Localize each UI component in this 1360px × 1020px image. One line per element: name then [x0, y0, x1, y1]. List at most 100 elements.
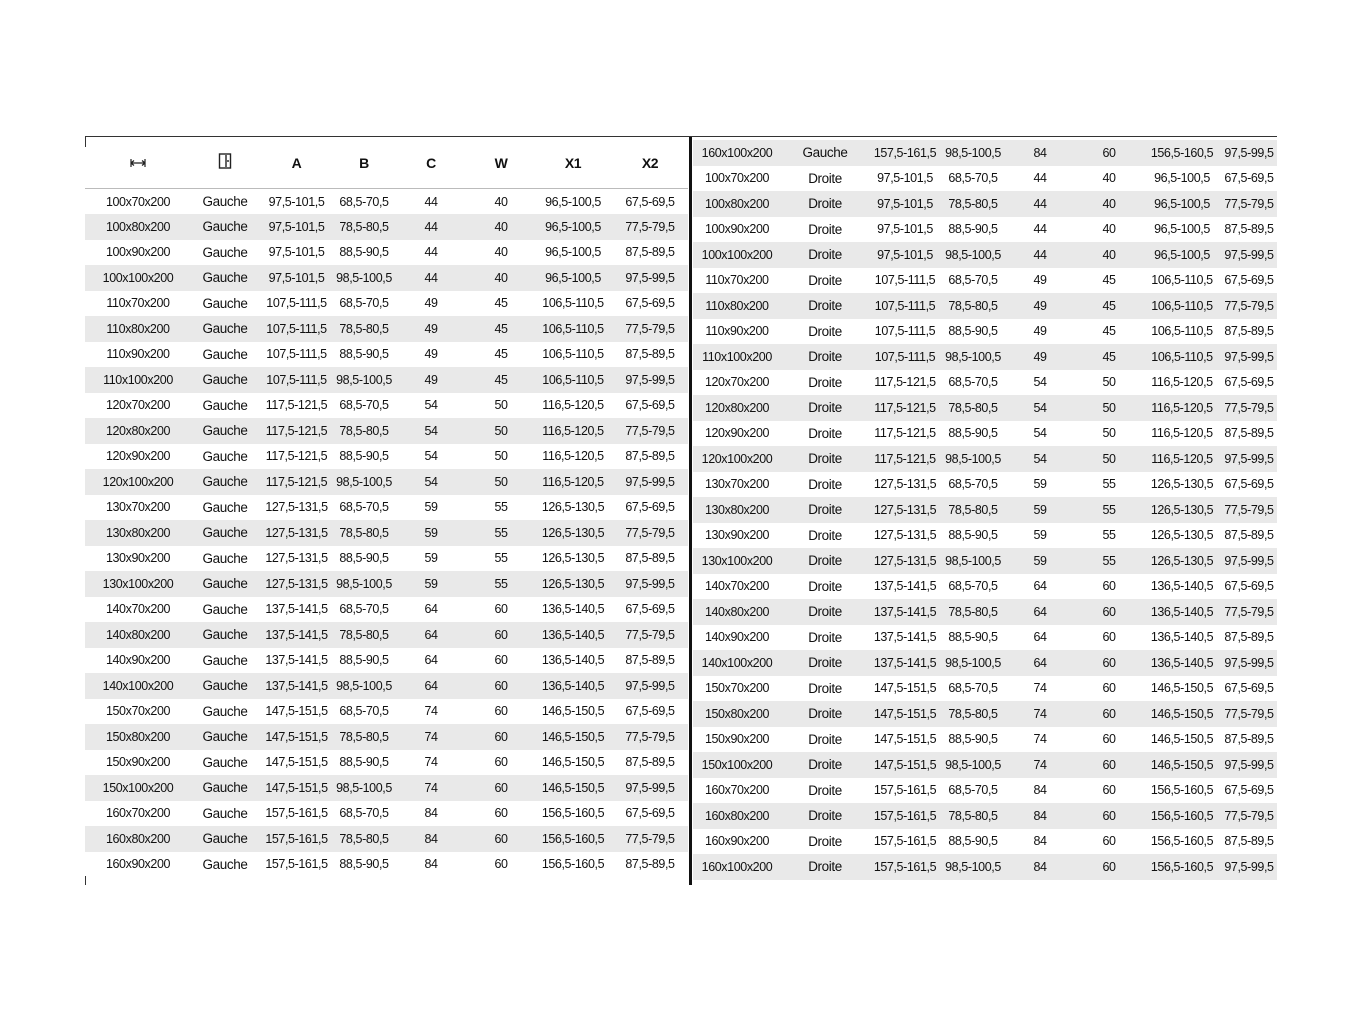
cell-c: 64	[424, 653, 438, 668]
table-row: 120x90x200 Droite 117,5-121,5 88,5-90,5 54 50…	[693, 421, 1277, 447]
cell-c: 64	[424, 602, 438, 617]
cell-w: 40	[468, 265, 534, 291]
cell-size: 160x90x200	[105, 857, 171, 872]
cell-side: Droite	[781, 446, 869, 472]
table-row: 150x80x200 Droite 147,5-151,5 78,5-80,5 74 60…	[693, 701, 1277, 727]
cell-x1: 146,5-150,5	[1150, 732, 1214, 747]
cell-x1: 106,5-110,5	[542, 347, 604, 362]
cell-a: 147,5-151,5	[265, 704, 328, 719]
cell-c: 84	[1033, 783, 1047, 798]
cell-x1: 126,5-130,5	[1143, 548, 1221, 574]
cell-c: 54	[1033, 426, 1047, 441]
table-row: 100x100x200 Gauche 97,5-101,5 98,5-100,5 44 4…	[85, 265, 688, 291]
cell-c: 54	[1033, 375, 1047, 390]
cell-x1: 136,5-140,5	[541, 653, 605, 668]
cell-x2: 97,5-99,5	[1221, 242, 1277, 268]
cell-x1: 136,5-140,5	[534, 622, 612, 648]
cell-w: 60	[1075, 701, 1143, 727]
cell-x1: 146,5-150,5	[534, 724, 612, 750]
cell-x1: 126,5-130,5	[1150, 477, 1214, 492]
cell-side: Gauche	[191, 571, 259, 597]
cell-size: 150x90x200	[105, 755, 171, 770]
cell-size: 110x100x200	[693, 344, 781, 370]
cell-x1: 126,5-130,5	[1150, 528, 1214, 543]
cell-w: 50	[1102, 426, 1116, 441]
cell-x1: 106,5-110,5	[534, 316, 612, 342]
cell-x1: 156,5-160,5	[1143, 803, 1221, 829]
cell-x2: 67,5-69,5	[1224, 477, 1274, 492]
cell-x1: 106,5-110,5	[1151, 273, 1213, 288]
cell-x2: 77,5-79,5	[1221, 395, 1277, 421]
cell-x2: 87,5-89,5	[1224, 222, 1274, 237]
cell-side: Gauche	[202, 499, 248, 515]
cell-x2: 77,5-79,5	[1221, 701, 1277, 727]
cell-side: Droite	[808, 578, 842, 594]
cell-x2: 87,5-89,5	[1224, 732, 1274, 747]
cell-size: 160x90x200	[704, 834, 770, 849]
cell-size: 100x70x200	[704, 171, 770, 186]
cell-a: 157,5-161,5	[869, 854, 941, 880]
cell-c: 59	[394, 520, 468, 546]
cell-size: 150x80x200	[693, 701, 781, 727]
cell-a: 147,5-151,5	[259, 724, 334, 750]
cell-a: 97,5-101,5	[259, 214, 334, 240]
cell-side: Gauche	[191, 724, 259, 750]
cell-a: 147,5-151,5	[869, 701, 941, 727]
cell-size: 140x70x200	[105, 602, 171, 617]
cell-size: 120x70x200	[704, 375, 770, 390]
cell-a: 117,5-121,5	[869, 395, 941, 421]
cell-x2: 87,5-89,5	[625, 347, 675, 362]
cell-a: 107,5-111,5	[266, 347, 327, 362]
table-row: 110x90x200 Droite 107,5-111,5 88,5-90,5 49 45…	[693, 319, 1277, 345]
cell-b: 78,5-80,5	[941, 701, 1005, 727]
cell-b: 68,5-70,5	[948, 375, 998, 390]
cell-side: Gauche	[191, 673, 259, 699]
cell-side: Gauche	[191, 520, 259, 546]
cell-side: Gauche	[202, 550, 248, 566]
cell-side: Gauche	[202, 652, 248, 668]
header-row: A B C W X1 X2	[85, 137, 688, 189]
cell-side: Droite	[808, 731, 842, 747]
cell-c: 44	[1005, 242, 1075, 268]
cell-x2: 97,5-99,5	[612, 673, 688, 699]
cell-a: 137,5-141,5	[265, 602, 328, 617]
cell-w: 60	[1075, 803, 1143, 829]
cell-w: 45	[1102, 324, 1116, 339]
cell-b: 88,5-90,5	[948, 732, 998, 747]
left-tick-bottom	[85, 876, 86, 885]
cell-c: 59	[424, 500, 438, 515]
cell-b: 98,5-100,5	[941, 650, 1005, 676]
cell-x2: 87,5-89,5	[1224, 834, 1274, 849]
table-row: 150x100x200 Gauche 147,5-151,5 98,5-100,5 74…	[85, 775, 688, 801]
cell-b: 98,5-100,5	[334, 775, 394, 801]
cell-b: 68,5-70,5	[339, 704, 389, 719]
cell-x2: 77,5-79,5	[1221, 497, 1277, 523]
cell-w: 60	[494, 857, 508, 872]
cell-w: 50	[494, 449, 508, 464]
cell-c: 64	[1005, 650, 1075, 676]
cell-w: 60	[468, 775, 534, 801]
cell-a: 147,5-151,5	[869, 752, 941, 778]
cell-size: 100x70x200	[105, 194, 171, 209]
cell-a: 157,5-161,5	[259, 826, 334, 852]
cell-a: 157,5-161,5	[265, 857, 328, 872]
cell-w: 60	[1075, 752, 1143, 778]
cell-x1: 106,5-110,5	[542, 296, 604, 311]
cell-side: Gauche	[202, 295, 248, 311]
table-row: 140x80x200 Gauche 137,5-141,5 78,5-80,5 64 60…	[85, 622, 688, 648]
cell-x1: 106,5-110,5	[1151, 324, 1213, 339]
cell-a: 117,5-121,5	[874, 426, 936, 441]
cell-size: 140x100x200	[693, 650, 781, 676]
cell-b: 88,5-90,5	[339, 755, 389, 770]
cell-a: 137,5-141,5	[265, 653, 328, 668]
cell-size: 130x100x200	[85, 571, 191, 597]
cell-a: 127,5-131,5	[259, 520, 334, 546]
cell-w: 60	[1102, 732, 1116, 747]
table-row: 140x90x200 Droite 137,5-141,5 88,5-90,5 64 60…	[693, 625, 1277, 651]
cell-a: 137,5-141,5	[873, 579, 937, 594]
cell-a: 157,5-161,5	[873, 834, 937, 849]
cell-x1: 96,5-100,5	[534, 265, 612, 291]
cell-c: 74	[1033, 681, 1047, 696]
cell-w: 55	[468, 571, 534, 597]
cell-side: Droite	[781, 854, 869, 880]
